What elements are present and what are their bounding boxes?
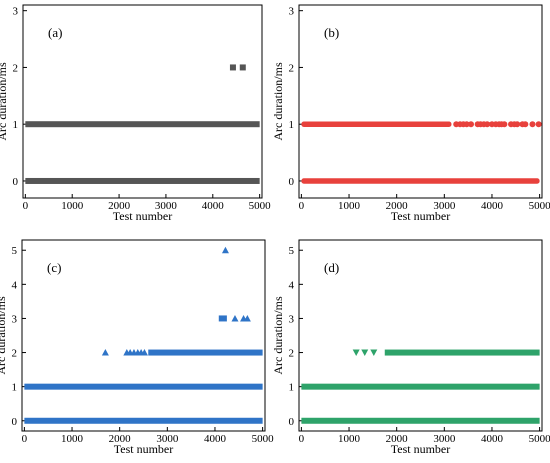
data-point — [535, 121, 542, 128]
data-point — [243, 314, 251, 322]
data-point — [463, 121, 470, 128]
y-tick-label: 2 — [289, 348, 295, 360]
data-band — [24, 383, 263, 390]
data-point — [501, 121, 508, 128]
x-tick-label: 5000 — [249, 200, 272, 212]
data-band — [25, 121, 260, 128]
y-axis-label: Arc duration/ms — [0, 62, 9, 141]
y-tick-label: 1 — [289, 382, 295, 394]
data-point — [514, 121, 521, 128]
x-tick-label: 5000 — [529, 433, 550, 445]
panel-label: (c) — [47, 260, 61, 275]
y-tick-label: 5 — [289, 245, 295, 257]
x-axis-label: Test number — [391, 209, 450, 223]
x-tick-label: 5000 — [252, 433, 275, 445]
x-tick-label: 4000 — [481, 433, 504, 445]
x-tick-label: 0 — [299, 433, 305, 445]
data-band — [25, 177, 260, 184]
data-point — [231, 314, 239, 322]
y-tick-label: 0 — [289, 176, 295, 188]
y-tick-label: 4 — [12, 279, 18, 291]
x-tick-label: 1000 — [61, 200, 84, 212]
data-point — [101, 349, 109, 356]
data-point — [361, 349, 369, 357]
data-point — [229, 64, 236, 71]
panel-2: 0 1000 2000 3000 4000 5000 0 1 2 3 Test number Arc … — [271, 4, 550, 223]
x-tick-label: 0 — [22, 433, 28, 445]
y-tick-label: 0 — [13, 176, 19, 188]
y-tick-label: 3 — [289, 6, 295, 18]
x-tick-label: 2000 — [109, 433, 132, 445]
data-point — [522, 121, 529, 128]
x-tick-label: 0 — [299, 200, 305, 212]
x-tick-label: 3000 — [433, 200, 456, 212]
y-axis-label: Arc duration/ms — [271, 296, 285, 375]
y-axis-label: Arc duration/ms — [0, 296, 8, 375]
data-band — [218, 315, 227, 322]
data-band — [24, 417, 263, 424]
y-tick-label: 2 — [12, 348, 18, 360]
x-tick-label: 3000 — [155, 200, 178, 212]
data-band — [301, 383, 540, 390]
data-point — [221, 246, 229, 254]
panel-label: (a) — [48, 25, 62, 40]
data-band — [301, 417, 540, 424]
x-tick-label: 2000 — [108, 200, 131, 212]
data-point — [370, 349, 378, 357]
x-tick-label: 0 — [23, 200, 29, 212]
data-point — [468, 121, 475, 128]
data-point — [529, 121, 536, 128]
y-tick-label: 0 — [12, 416, 18, 428]
x-tick-label: 1000 — [338, 433, 361, 445]
y-tick-label: 1 — [12, 382, 18, 394]
y-tick-label: 2 — [289, 62, 295, 74]
data-band — [301, 178, 540, 184]
x-tick-label: 4000 — [204, 433, 227, 445]
x-tick-label: 2000 — [386, 433, 409, 445]
data-band — [384, 349, 540, 356]
y-tick-label: 3 — [12, 313, 18, 325]
x-tick-label: 5000 — [529, 200, 550, 212]
y-tick-label: 3 — [289, 313, 295, 325]
y-tick-label: 4 — [289, 279, 295, 291]
x-tick-label: 3000 — [433, 433, 456, 445]
x-tick-label: 2000 — [386, 200, 409, 212]
x-tick-label: 3000 — [156, 433, 179, 445]
y-tick-label: 0 — [289, 416, 295, 428]
x-tick-label: 4000 — [481, 200, 504, 212]
panel-4: 0 1000 2000 3000 4000 5000 0 1 2 3 4 5 Test number Ar… — [271, 239, 550, 456]
y-tick-label: 5 — [12, 245, 18, 257]
data-point — [140, 349, 148, 356]
plot-frame — [298, 239, 543, 432]
y-tick-label: 3 — [13, 6, 19, 18]
data-band — [301, 121, 452, 127]
panel-1: 0 1000 2000 3000 4000 5000 0 1 2 3 Test number Arc … — [0, 4, 272, 223]
panel-3: 0 1000 2000 3000 4000 5000 0 1 2 3 4 5 Test number Ar… — [0, 239, 275, 456]
x-tick-label: 4000 — [202, 200, 225, 212]
panel-label: (d) — [324, 260, 339, 275]
x-tick-label: 1000 — [338, 200, 361, 212]
plot-frame — [21, 239, 266, 432]
data-band — [148, 349, 263, 356]
data-point — [352, 349, 360, 357]
x-axis-label: Test number — [391, 442, 450, 456]
y-tick-label: 1 — [289, 119, 295, 131]
data-point — [239, 64, 246, 71]
y-axis-label: Arc duration/ms — [271, 62, 285, 141]
x-tick-label: 1000 — [61, 433, 84, 445]
plot-frame — [298, 4, 543, 199]
data-point — [484, 121, 491, 128]
y-tick-label: 2 — [13, 62, 19, 74]
panel-label: (b) — [324, 25, 339, 40]
y-tick-label: 1 — [13, 119, 19, 131]
x-axis-label: Test number — [113, 209, 172, 223]
plot-frame — [22, 4, 263, 199]
x-axis-label: Test number — [114, 442, 173, 456]
